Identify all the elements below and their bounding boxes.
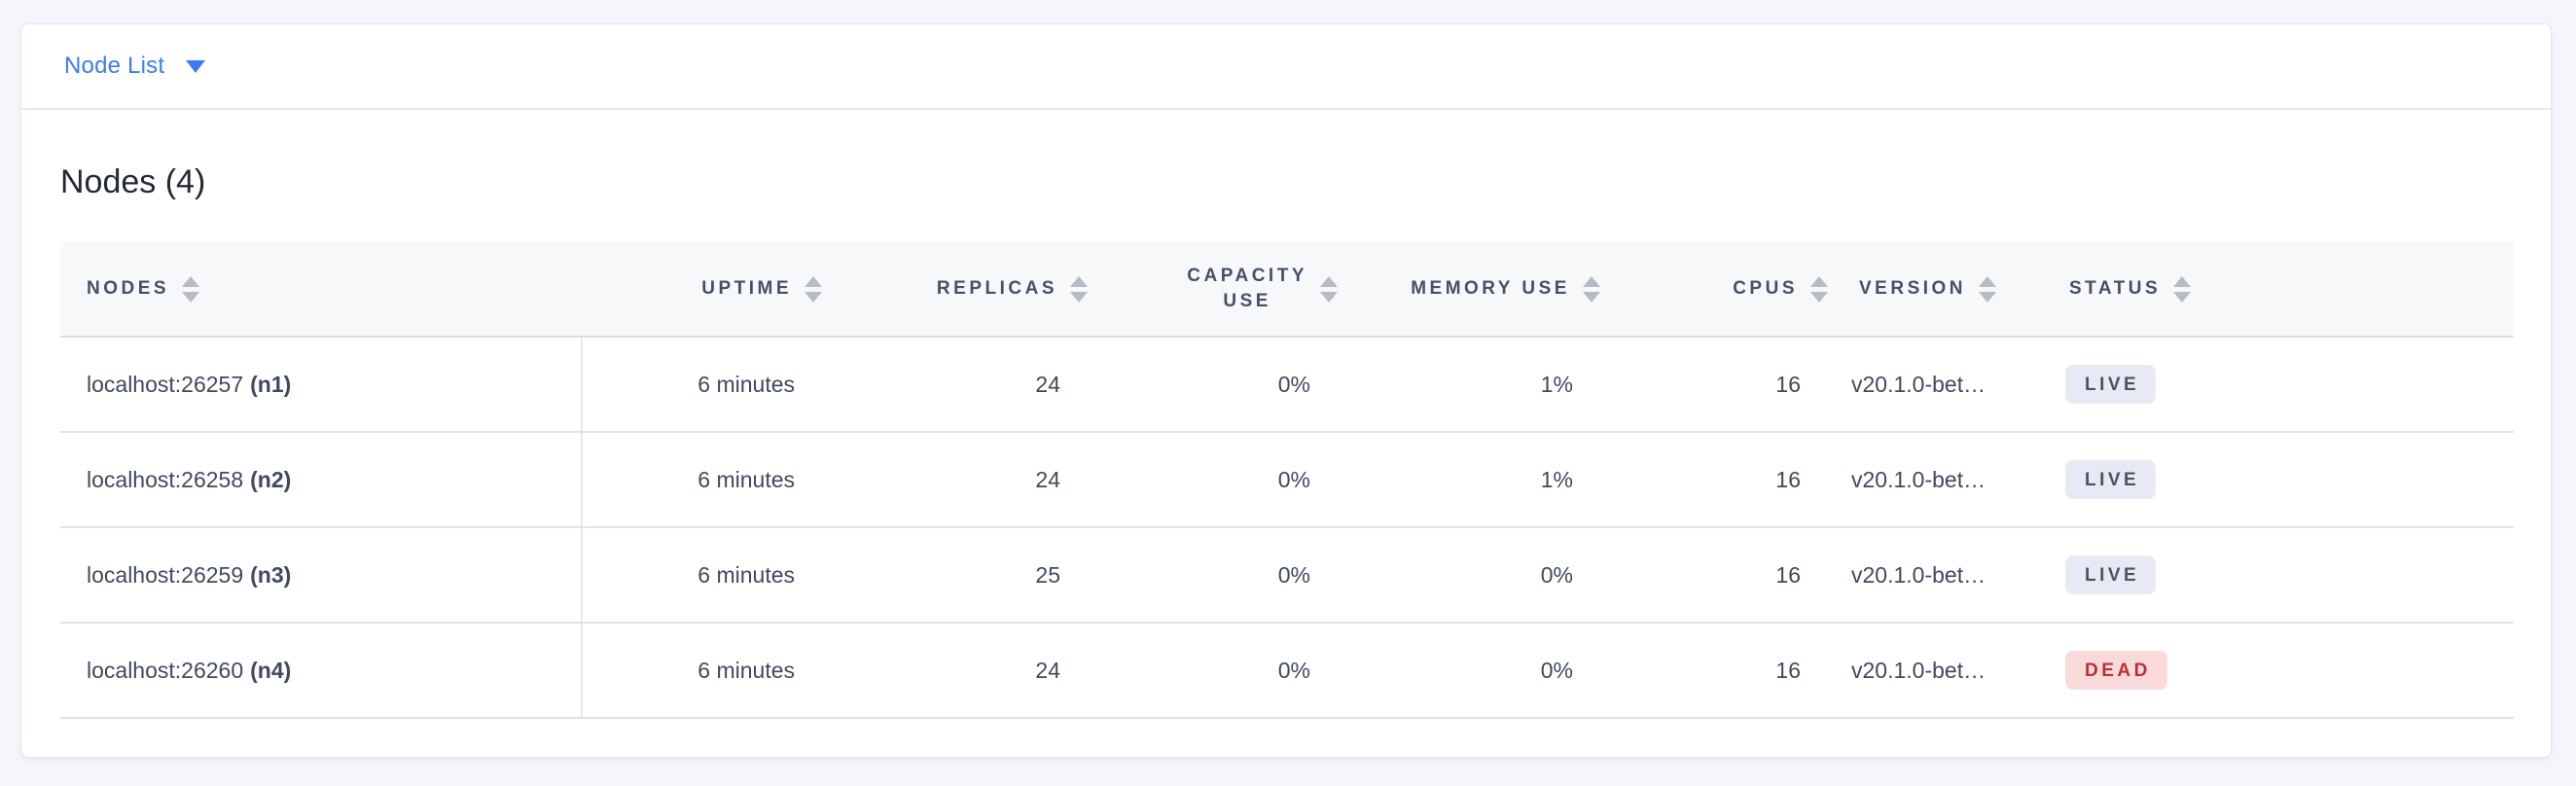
- node-id: (n3): [250, 561, 292, 588]
- table-row: localhost:26260 (n4) 6 minutes 24 0% 0% 1…: [60, 623, 2514, 719]
- capacity-use-cell: 0%: [1103, 432, 1353, 528]
- column-header-uptime[interactable]: Uptime: [582, 242, 838, 338]
- cpus-cell: 16: [1616, 432, 1843, 528]
- capacity-use-cell: 0%: [1103, 623, 1353, 719]
- nodes-table-wrap: Nodes Uptime: [60, 242, 2514, 719]
- nodes-section: Nodes (4): [21, 110, 2551, 757]
- sort-icon: [1979, 275, 1997, 303]
- view-selector-bar: Node List: [21, 24, 2551, 110]
- memory-use-cell: 0%: [1353, 527, 1616, 624]
- sort-icon: [1583, 275, 1600, 303]
- status-badge: DEAD: [2065, 651, 2167, 690]
- view-dropdown[interactable]: Node List: [64, 53, 206, 80]
- status-cell: LIVE: [2054, 337, 2514, 433]
- status-cell: LIVE: [2054, 527, 2514, 624]
- caret-down-icon: [186, 59, 206, 73]
- node-address-cell[interactable]: localhost:26257 (n1): [60, 337, 583, 433]
- column-header-capacity-use[interactable]: Capacity Use: [1103, 242, 1353, 338]
- view-dropdown-label: Node List: [64, 53, 165, 79]
- column-header-version[interactable]: Version: [1843, 242, 2054, 338]
- column-header-replicas[interactable]: Replicas: [838, 242, 1103, 338]
- replicas-cell: 24: [838, 337, 1103, 433]
- column-header-memory-use[interactable]: Memory Use: [1353, 242, 1616, 338]
- status-cell: LIVE: [2054, 432, 2514, 528]
- node-list-card: Node List Nodes (4): [20, 23, 2552, 758]
- status-badge: LIVE: [2065, 460, 2157, 499]
- sort-icon: [805, 275, 822, 303]
- node-id: (n1): [250, 371, 292, 397]
- node-id: (n2): [250, 466, 292, 492]
- sort-icon: [1070, 275, 1088, 303]
- table-row: localhost:26257 (n1) 6 minutes 24 0% 1% 1…: [60, 337, 2514, 433]
- replicas-cell: 24: [838, 432, 1103, 528]
- column-header-cpus[interactable]: CPUs: [1616, 242, 1843, 338]
- node-address-cell[interactable]: localhost:26258 (n2): [60, 432, 583, 528]
- memory-use-cell: 0%: [1353, 623, 1616, 719]
- replicas-cell: 25: [838, 527, 1103, 624]
- cpus-cell: 16: [1616, 527, 1843, 624]
- memory-use-cell: 1%: [1353, 432, 1616, 528]
- uptime-cell: 6 minutes: [582, 337, 838, 433]
- page-title: Nodes (4): [60, 163, 206, 200]
- table-row: localhost:26258 (n2) 6 minutes 24 0% 1% 1…: [60, 432, 2514, 528]
- node-id: (n4): [250, 657, 292, 683]
- replicas-cell: 24: [838, 623, 1103, 719]
- capacity-use-cell: 0%: [1103, 337, 1353, 433]
- uptime-cell: 6 minutes: [582, 527, 838, 624]
- column-header-status[interactable]: Status: [2054, 242, 2514, 338]
- nodes-table: Nodes Uptime: [60, 242, 2514, 719]
- status-badge: LIVE: [2065, 555, 2157, 594]
- node-address-cell[interactable]: localhost:26260 (n4): [60, 623, 583, 719]
- uptime-cell: 6 minutes: [582, 432, 838, 528]
- table-row: localhost:26259 (n3) 6 minutes 25 0% 0% 1…: [60, 527, 2514, 624]
- sort-icon: [182, 275, 200, 303]
- version-cell: v20.1.0-bet…: [1843, 337, 2054, 433]
- version-cell: v20.1.0-bet…: [1843, 623, 2054, 719]
- sort-icon: [2173, 275, 2192, 303]
- status-cell: DEAD: [2054, 623, 2514, 719]
- sort-icon: [1320, 275, 1338, 303]
- memory-use-cell: 1%: [1353, 337, 1616, 433]
- table-header-row: Nodes Uptime: [60, 242, 2514, 338]
- version-cell: v20.1.0-bet…: [1843, 432, 2054, 528]
- node-address-cell[interactable]: localhost:26259 (n3): [60, 527, 583, 624]
- status-badge: LIVE: [2065, 365, 2157, 404]
- sort-icon: [1810, 275, 1828, 303]
- column-header-nodes[interactable]: Nodes: [60, 242, 582, 338]
- uptime-cell: 6 minutes: [582, 623, 838, 719]
- capacity-use-cell: 0%: [1103, 527, 1353, 624]
- version-cell: v20.1.0-bet…: [1843, 527, 2054, 624]
- cpus-cell: 16: [1616, 623, 1843, 719]
- cpus-cell: 16: [1616, 337, 1843, 433]
